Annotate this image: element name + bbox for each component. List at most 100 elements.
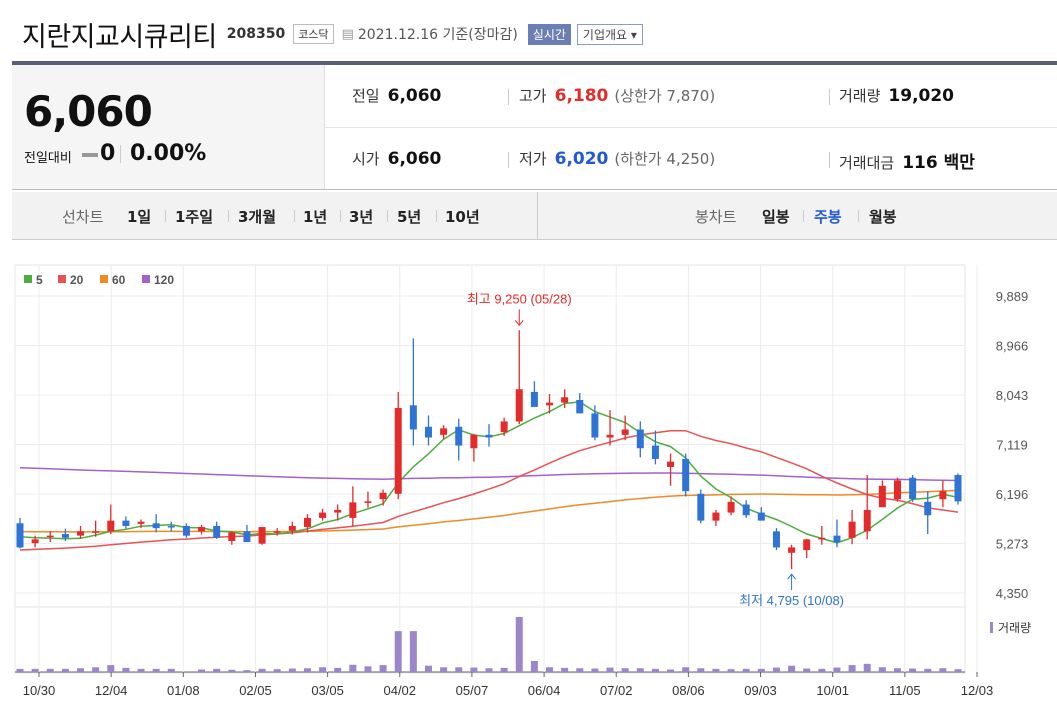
period-weekly[interactable]: 주봉 xyxy=(814,208,842,226)
chart-controls: 선차트 1일 1주일 3개월 1년 3년 5년 10년 봉차트 일봉 주봉 월봉 xyxy=(12,192,1057,240)
volume-bar xyxy=(924,668,932,672)
volume: 거래량 19,020 xyxy=(839,86,955,106)
candle-body xyxy=(515,389,523,422)
candle-body xyxy=(409,405,417,430)
price-box: 6,060 전일대비 0 0.00% xyxy=(12,65,325,189)
candle-body xyxy=(16,523,24,548)
candle-body xyxy=(788,547,796,553)
period-monthly[interactable]: 월봉 xyxy=(869,208,897,226)
volume-bar xyxy=(364,666,372,672)
x-tick-label: 05/07 xyxy=(456,683,489,698)
ma60-line xyxy=(19,489,959,533)
volume-bar xyxy=(167,668,175,672)
max-price-annotation: 최고 9,250 (05/28) xyxy=(467,291,572,306)
candle-body xyxy=(258,527,266,544)
volume-bar xyxy=(909,668,917,672)
candle-body xyxy=(546,402,554,406)
candle-body xyxy=(561,397,569,403)
controls-divider xyxy=(537,192,538,239)
volume-bar xyxy=(667,669,675,672)
candle-body xyxy=(878,485,886,508)
volume-bar xyxy=(258,668,266,672)
volume-bar xyxy=(152,668,160,672)
volume-bar xyxy=(455,667,463,672)
stats-divider xyxy=(12,189,1057,190)
option-divider xyxy=(165,210,166,222)
range-10y[interactable]: 10년 xyxy=(445,208,480,226)
volume-bar xyxy=(863,663,871,672)
volume-bar xyxy=(606,667,614,672)
volume-legend-label: 거래량 xyxy=(998,621,1031,635)
candle-body xyxy=(334,509,342,513)
candle-body xyxy=(303,517,311,528)
legend-swatch xyxy=(24,275,32,283)
x-tick-label: 04/02 xyxy=(383,683,416,698)
candle-body xyxy=(742,504,750,516)
candle-body xyxy=(107,520,115,532)
trade-amount: 거래대금 116 백만 xyxy=(839,153,975,173)
candle-body xyxy=(379,492,387,500)
range-1w[interactable]: 1주일 xyxy=(175,208,214,226)
candle-body xyxy=(893,480,901,500)
candle-body xyxy=(198,527,206,532)
candle-body xyxy=(621,429,629,435)
range-1y[interactable]: 1년 xyxy=(303,208,328,226)
candle-body xyxy=(863,509,871,532)
volume-bar xyxy=(757,668,765,672)
candle-body xyxy=(924,501,932,516)
volume-bar xyxy=(546,667,554,672)
stat-divider xyxy=(508,152,509,168)
realtime-button[interactable]: 실시간 xyxy=(527,23,571,45)
x-tick-label: 12/03 xyxy=(961,683,994,698)
stat-divider xyxy=(829,89,830,105)
option-divider xyxy=(803,210,804,222)
range-3m[interactable]: 3개월 xyxy=(238,208,277,226)
candle-body xyxy=(152,523,160,529)
volume-bar xyxy=(107,665,115,672)
volume-bar xyxy=(818,668,826,672)
candle-body xyxy=(31,539,39,544)
candle-body xyxy=(122,520,130,526)
volume-bar xyxy=(848,665,856,672)
max-arrow-head xyxy=(514,319,524,327)
volume-bar xyxy=(470,667,478,672)
volume-bar xyxy=(788,665,796,672)
volume-bar xyxy=(46,668,54,672)
candle-body xyxy=(651,445,659,459)
x-tick-label: 01/08 xyxy=(167,683,200,698)
volume-bar xyxy=(122,667,130,672)
candle-body xyxy=(288,525,296,531)
option-divider xyxy=(858,210,859,222)
x-tick-label: 09/03 xyxy=(744,683,777,698)
candle-body xyxy=(228,532,236,541)
stat-divider xyxy=(508,89,509,105)
flat-icon xyxy=(82,153,98,157)
period-daily[interactable]: 일봉 xyxy=(762,208,790,226)
quote-stats: 전일 6,060 고가 6,180 (상한가 7,870) 거래량 19,020 시가 6… xyxy=(325,65,1057,189)
volume-bar xyxy=(409,631,417,672)
volume-bar xyxy=(213,668,221,672)
legend-label: 20 xyxy=(70,273,84,287)
volume-bar xyxy=(561,667,569,672)
candle-body xyxy=(137,521,145,524)
volume-bar xyxy=(61,668,69,672)
candle-body xyxy=(803,539,811,551)
volume-bar xyxy=(319,667,327,672)
range-1d[interactable]: 1일 xyxy=(127,208,152,226)
volume-bar xyxy=(500,667,508,672)
volume-bar xyxy=(621,668,629,672)
volume-bar xyxy=(772,667,780,672)
company-overview-dropdown[interactable]: 기업개요 ▾ xyxy=(576,23,643,45)
volume-bar xyxy=(591,668,599,672)
volume-bar xyxy=(878,667,886,672)
line-chart-label: 선차트 xyxy=(62,208,104,226)
volume-bar xyxy=(440,667,448,672)
candle-body xyxy=(727,501,735,513)
legend-swatch xyxy=(142,275,150,283)
volume-bar xyxy=(379,665,387,672)
volume-bar xyxy=(288,668,296,672)
candle-body xyxy=(364,501,372,503)
range-3y[interactable]: 3년 xyxy=(349,208,374,226)
range-5y[interactable]: 5년 xyxy=(397,208,422,226)
stock-header: 지란지교시큐리티 208350 코스닥 ▤ 2021.12.16 기준(장마감)… xyxy=(22,14,643,54)
